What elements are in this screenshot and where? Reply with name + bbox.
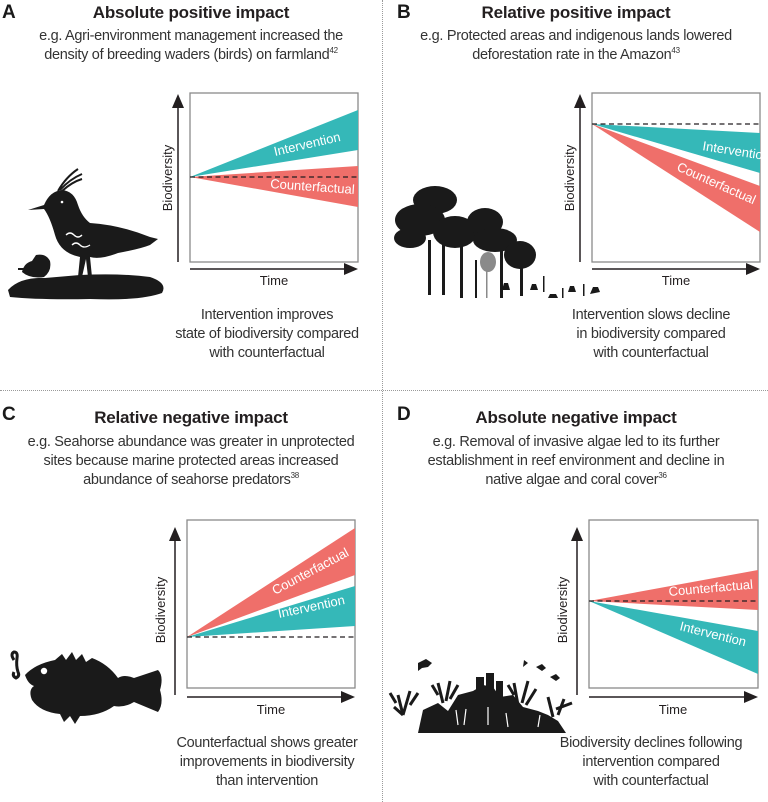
y-axis-arrow-icon <box>172 94 184 108</box>
panel-caption: Intervention improves state of biodivers… <box>175 307 359 361</box>
intervention-band <box>589 601 758 674</box>
panel-title: Absolute positive impact <box>92 3 290 22</box>
x-axis-label: Time <box>257 702 285 717</box>
panel-letter: A <box>2 2 16 23</box>
panel-caption: Intervention slows decline in biodiversi… <box>571 307 731 361</box>
counterfactual-band <box>190 166 358 207</box>
reference-number: 36 <box>658 471 667 480</box>
predator-fish-and-seahorse-icon <box>10 650 162 724</box>
horizontal-divider <box>0 390 768 391</box>
y-axis-label: Biodiversity <box>555 576 570 643</box>
panel-caption: Biodiversity declines following interven… <box>559 735 743 789</box>
counterfactual-label: Counterfactual <box>668 577 754 599</box>
panel-example: e.g. Removal of invasive algae led to it… <box>427 434 725 488</box>
y-axis-arrow-icon <box>169 527 181 541</box>
reference-number: 43 <box>671 46 680 55</box>
y-axis-label: Biodiversity <box>562 144 577 211</box>
y-axis-arrow-icon <box>571 527 583 541</box>
panel-letter: C <box>2 404 16 425</box>
reference-number: 42 <box>329 46 338 55</box>
counterfactual-band <box>589 570 758 610</box>
panel-example: e.g. Seahorse abundance was greater in u… <box>27 434 355 488</box>
y-axis-arrow-icon <box>574 94 586 108</box>
panel-example: e.g. Agri-environment management increas… <box>39 28 343 63</box>
y-axis-label: Biodiversity <box>153 576 168 643</box>
panel-example: e.g. Protected areas and indigenous land… <box>420 28 732 63</box>
reference-number: 38 <box>290 471 300 480</box>
chart-c: Counterfactual Intervention Biodiversity… <box>153 519 356 717</box>
panel-title: Relative positive impact <box>481 3 671 22</box>
intervention-band <box>592 124 760 173</box>
intervention-band <box>190 110 358 177</box>
counterfactual-band <box>187 528 355 637</box>
x-axis-arrow-icon <box>744 691 758 703</box>
panel-letter: B <box>397 2 411 23</box>
x-axis-label: Time <box>659 702 687 717</box>
y-axis-label: Biodiversity <box>160 144 175 211</box>
panel-letter: D <box>397 404 411 425</box>
panel-caption: Counterfactual shows greater improvement… <box>176 735 358 789</box>
vertical-divider <box>382 0 383 802</box>
intervention-band <box>187 586 355 637</box>
x-axis-arrow-icon <box>344 263 358 275</box>
lapwing-bird-with-chick-icon <box>8 168 164 300</box>
x-axis-arrow-icon <box>341 691 355 703</box>
chart-b: Intervention Counterfactual Biodiversity… <box>562 92 768 288</box>
x-axis-arrow-icon <box>746 263 760 275</box>
chart-d: Counterfactual Intervention Biodiversity… <box>555 519 759 717</box>
coral-reef-with-fish-icon <box>388 659 573 733</box>
rainforest-trees-with-stumps-icon <box>394 186 600 298</box>
x-axis-label: Time <box>662 273 690 288</box>
chart-a: Intervention Counterfactual Biodiversity… <box>160 92 359 288</box>
panel-title: Relative negative impact <box>94 408 288 427</box>
panel-title: Absolute negative impact <box>475 408 677 427</box>
counterfactual-label: Counterfactual <box>270 176 356 197</box>
counterfactual-band <box>592 124 760 232</box>
x-axis-label: Time <box>260 273 288 288</box>
